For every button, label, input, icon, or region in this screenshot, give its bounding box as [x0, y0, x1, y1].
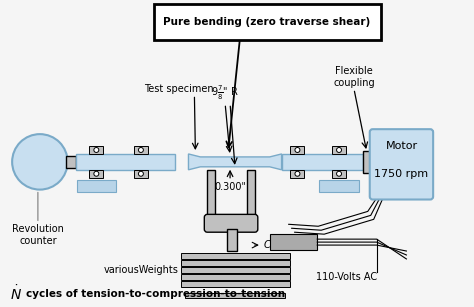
Bar	[282, 154, 363, 170]
Text: $\dot{N}$: $\dot{N}$	[10, 284, 22, 303]
Bar	[181, 274, 290, 280]
Text: Test specimen: Test specimen	[144, 84, 213, 94]
Bar	[332, 170, 346, 178]
Bar	[76, 180, 116, 192]
Bar	[90, 170, 103, 178]
Text: variousWeights: variousWeights	[104, 265, 179, 275]
Text: 0.300": 0.300"	[214, 182, 246, 192]
Bar	[181, 281, 290, 287]
Circle shape	[337, 171, 341, 176]
FancyBboxPatch shape	[370, 129, 433, 200]
Bar	[363, 151, 371, 173]
Polygon shape	[189, 154, 282, 170]
Text: cycles of tension-to-compression-to-tension: cycles of tension-to-compression-to-tens…	[26, 289, 285, 299]
Bar	[291, 146, 304, 154]
Text: 110-Volts AC: 110-Volts AC	[317, 272, 377, 282]
Circle shape	[337, 147, 341, 153]
FancyBboxPatch shape	[204, 214, 258, 232]
Text: 1750 rpm: 1750 rpm	[374, 169, 428, 179]
Bar	[332, 146, 346, 154]
Bar	[270, 234, 317, 250]
Circle shape	[295, 171, 300, 176]
Circle shape	[12, 134, 68, 190]
Bar	[227, 229, 237, 251]
Bar	[247, 170, 255, 219]
FancyBboxPatch shape	[154, 4, 381, 40]
Bar	[134, 170, 148, 178]
Text: Pure bending (zero traverse shear): Pure bending (zero traverse shear)	[163, 17, 370, 27]
Text: Revolution
counter: Revolution counter	[12, 224, 64, 246]
Bar	[90, 146, 103, 154]
Text: Flexible
coupling: Flexible coupling	[333, 66, 375, 87]
Bar	[65, 156, 75, 168]
Bar	[75, 154, 174, 170]
Bar	[181, 267, 290, 273]
Bar	[207, 170, 215, 219]
Circle shape	[94, 147, 99, 153]
Text: $9\frac{7}{8}$" R: $9\frac{7}{8}$" R	[211, 84, 239, 103]
Circle shape	[94, 171, 99, 176]
Bar	[181, 260, 290, 266]
Bar	[181, 253, 290, 259]
Bar	[134, 146, 148, 154]
Circle shape	[138, 171, 144, 176]
Circle shape	[295, 147, 300, 153]
Text: Motor: Motor	[385, 141, 418, 151]
Bar	[185, 293, 284, 297]
Circle shape	[138, 147, 144, 153]
Bar	[291, 170, 304, 178]
Bar	[319, 180, 359, 192]
Text: C: C	[264, 240, 271, 250]
